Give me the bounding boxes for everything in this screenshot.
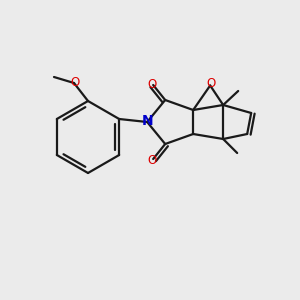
Text: O: O bbox=[207, 77, 216, 90]
Text: O: O bbox=[148, 154, 157, 166]
Text: O: O bbox=[70, 76, 80, 89]
Text: O: O bbox=[148, 77, 157, 91]
Text: N: N bbox=[141, 114, 153, 128]
